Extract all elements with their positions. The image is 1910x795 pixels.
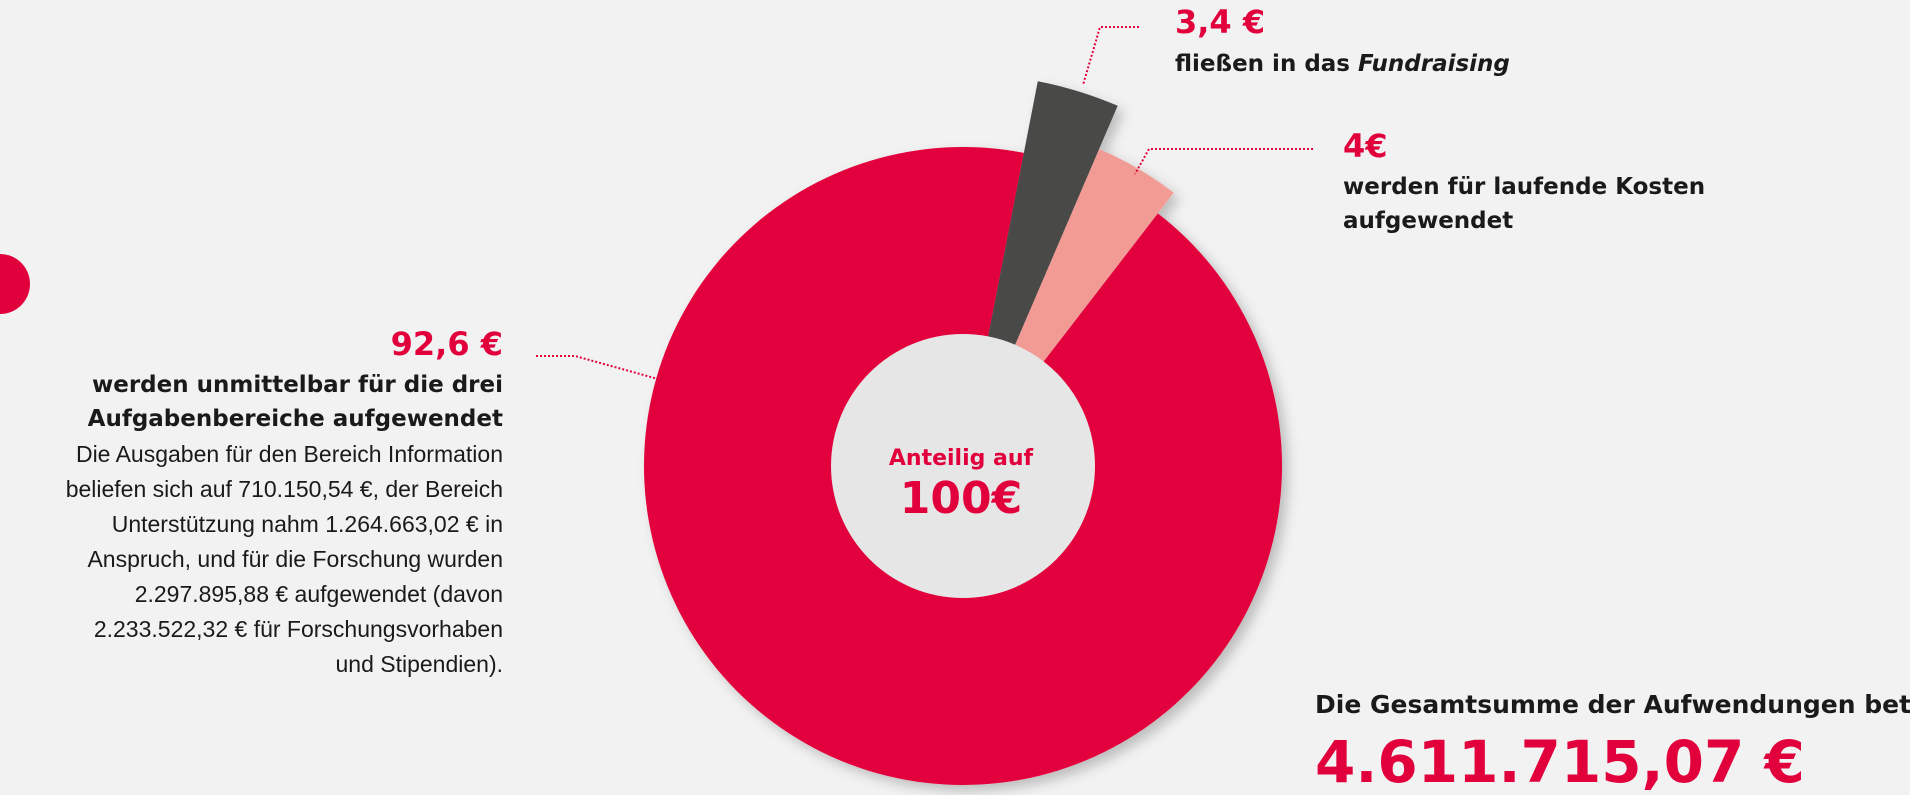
leader-line <box>1082 26 1139 86</box>
total-value: 4.611.715,07 € <box>1315 728 1805 795</box>
donut-hole <box>831 334 1095 598</box>
slice <box>1010 148 1174 371</box>
slice-description: werden für laufende Kosten <box>1343 174 1705 200</box>
detail-line: beliefen sich auf 710.150,54 €, der Bere… <box>66 476 503 502</box>
slice-value-label: 92,6 € <box>391 325 503 363</box>
details: Die Ausgaben für den Bereich Information… <box>66 441 503 677</box>
detail-line: 2.233.522,32 € für Forschungsvorhaben <box>94 616 503 642</box>
slice-description: Aufgabenbereiche aufgewendet <box>88 406 503 432</box>
detail-line: 2.297.895,88 € aufgewendet (davon <box>135 581 503 607</box>
detail-line: Unterstützung nahm 1.264.663,02 € in <box>112 511 503 537</box>
text: fließen in das <box>1175 51 1350 77</box>
leader-line <box>1134 148 1313 175</box>
center-label: Anteilig auf <box>889 446 1034 471</box>
detail-line: Anspruch, und für die Forschung wurden <box>87 546 503 572</box>
decor-dot <box>0 254 30 314</box>
slice-description: fließen in das Fundraising <box>1175 51 1510 77</box>
detail-line: Die Ausgaben für den Bereich Information <box>76 441 503 467</box>
slice <box>985 81 1118 356</box>
slice-description: aufgewendet <box>1343 208 1513 234</box>
center-value: 100€ <box>900 473 1022 524</box>
detail-line: und Stipendien). <box>335 651 503 677</box>
leader-line <box>536 355 659 380</box>
slice <box>644 147 1283 785</box>
total-label: Die Gesamtsumme der Aufwendungen betrug <box>1315 690 1910 719</box>
slice-value-label: 4€ <box>1343 127 1388 165</box>
text: Fundraising <box>1358 51 1510 77</box>
donut <box>644 81 1283 785</box>
slice-value-label: 3,4 € <box>1175 3 1265 41</box>
slice-description: werden unmittelbar für die drei <box>92 372 503 398</box>
